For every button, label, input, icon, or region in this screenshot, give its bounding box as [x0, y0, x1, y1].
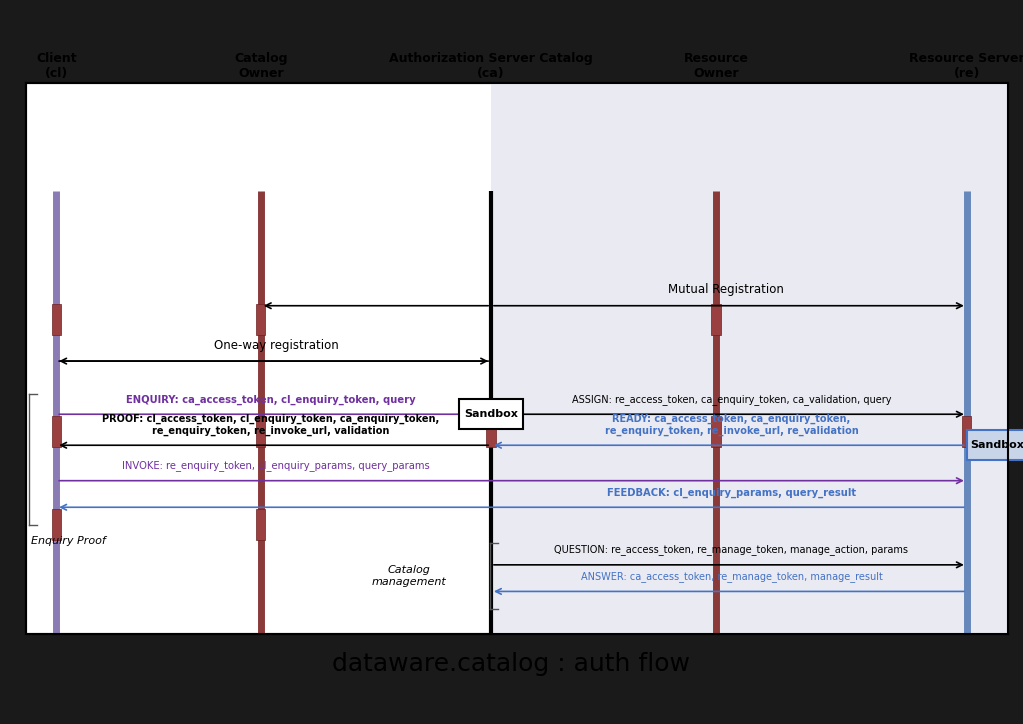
Text: ANSWER: ca_access_token, re_manage_token, manage_result: ANSWER: ca_access_token, re_manage_token… — [580, 571, 883, 582]
Text: Sandbox: Sandbox — [464, 409, 518, 419]
Bar — [962, 416, 971, 447]
Text: Sandbox: Sandbox — [971, 440, 1023, 450]
Text: ENQUIRY: ca_access_token, cl_enquiry_token, query: ENQUIRY: ca_access_token, cl_enquiry_tok… — [126, 395, 416, 405]
Text: Catalog
management: Catalog management — [371, 565, 447, 586]
Text: ASSIGN: re_access_token, ca_enquiry_token, ca_validation, query: ASSIGN: re_access_token, ca_enquiry_toke… — [572, 394, 891, 405]
Text: Client
(cl): Client (cl) — [36, 51, 77, 80]
Text: Authorization Server Catalog
(ca): Authorization Server Catalog (ca) — [389, 51, 593, 80]
Bar — [256, 416, 266, 447]
Bar — [487, 416, 495, 447]
Bar — [712, 303, 720, 334]
Bar — [712, 416, 720, 447]
Text: One-way registration: One-way registration — [214, 339, 339, 352]
Text: FEEDBACK: cl_enquiry_params, query_result: FEEDBACK: cl_enquiry_params, query_resul… — [607, 487, 856, 498]
Bar — [26, 83, 1008, 634]
Text: Resource Server
(re): Resource Server (re) — [908, 51, 1023, 80]
Text: INVOKE: re_enquiry_token, cl_enquiry_params, query_params: INVOKE: re_enquiry_token, cl_enquiry_par… — [123, 460, 430, 471]
Text: dataware.catalog : auth flow: dataware.catalog : auth flow — [332, 652, 691, 675]
Text: Enquiry Proof: Enquiry Proof — [31, 536, 105, 546]
Bar — [51, 303, 61, 334]
Bar — [26, 83, 1008, 634]
Bar — [51, 416, 61, 447]
Bar — [967, 430, 1023, 460]
Text: PROOF: cl_access_token, cl_enquiry_token, ca_enquiry_token,
re_enquiry_token, re: PROOF: cl_access_token, cl_enquiry_token… — [102, 413, 440, 436]
Bar — [51, 510, 61, 541]
Text: Catalog
Owner: Catalog Owner — [234, 51, 287, 80]
Bar — [491, 83, 1008, 634]
Text: READY: ca_access_token, ca_enquiry_token,
re_enquiry_token, re_invoke_url, re_va: READY: ca_access_token, ca_enquiry_token… — [605, 413, 858, 436]
Text: Mutual Registration: Mutual Registration — [668, 283, 785, 296]
Text: QUESTION: re_access_token, re_manage_token, manage_action, params: QUESTION: re_access_token, re_manage_tok… — [554, 544, 908, 555]
Text: Resource
Owner: Resource Owner — [683, 51, 749, 80]
Bar — [459, 399, 523, 429]
Bar — [256, 510, 266, 541]
Bar — [256, 303, 266, 334]
